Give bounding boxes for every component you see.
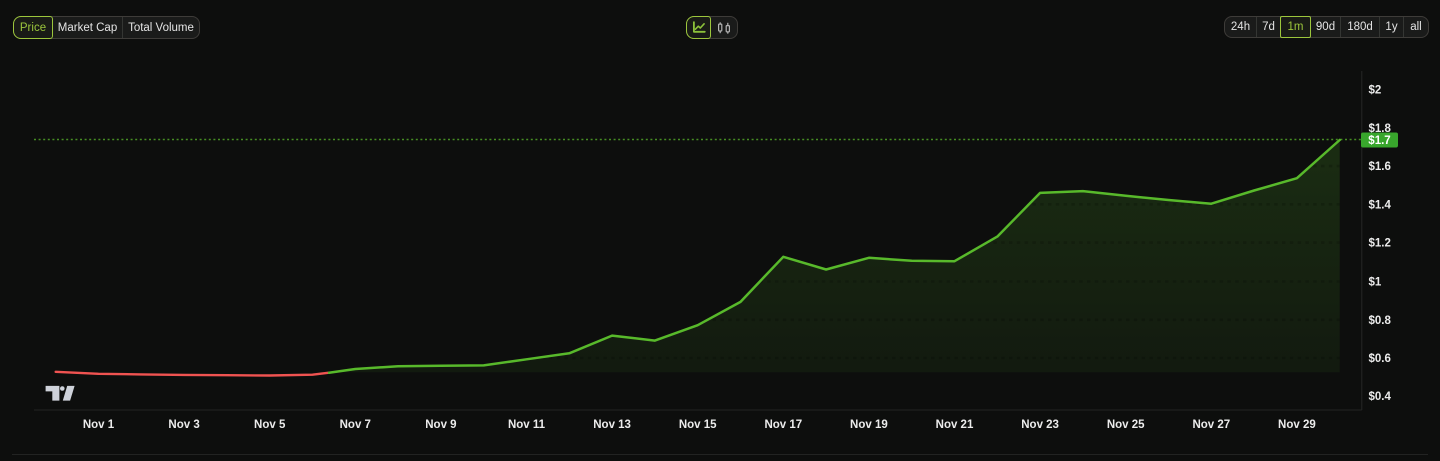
svg-text:$0.8: $0.8: [1369, 315, 1392, 327]
svg-text:Nov 13: Nov 13: [593, 419, 631, 431]
svg-text:Nov 23: Nov 23: [1021, 419, 1059, 431]
svg-text:$1.6: $1.6: [1369, 161, 1391, 173]
svg-text:Nov 17: Nov 17: [764, 419, 802, 431]
svg-text:$0.6: $0.6: [1369, 353, 1391, 365]
svg-text:$1: $1: [1369, 277, 1382, 289]
svg-text:Nov 27: Nov 27: [1192, 419, 1230, 431]
svg-text:Nov 21: Nov 21: [936, 419, 974, 431]
svg-text:$1.8: $1.8: [1369, 123, 1392, 135]
svg-text:Nov 11: Nov 11: [508, 419, 546, 431]
svg-text:Nov 5: Nov 5: [254, 419, 286, 431]
svg-text:$2: $2: [1369, 85, 1382, 97]
svg-text:Nov 1: Nov 1: [83, 419, 115, 431]
svg-text:$1.2: $1.2: [1369, 238, 1391, 250]
svg-text:Nov 9: Nov 9: [425, 419, 456, 431]
svg-text:Nov 3: Nov 3: [168, 419, 199, 431]
svg-text:Nov 19: Nov 19: [850, 419, 888, 431]
svg-text:$0.4: $0.4: [1369, 391, 1392, 403]
svg-text:Nov 15: Nov 15: [679, 419, 717, 431]
svg-text:Nov 7: Nov 7: [340, 419, 371, 431]
svg-text:Nov 29: Nov 29: [1278, 419, 1316, 431]
svg-text:Nov 25: Nov 25: [1107, 419, 1145, 431]
svg-text:$1.4: $1.4: [1369, 199, 1392, 211]
svg-text:$1.7: $1.7: [1368, 135, 1390, 147]
